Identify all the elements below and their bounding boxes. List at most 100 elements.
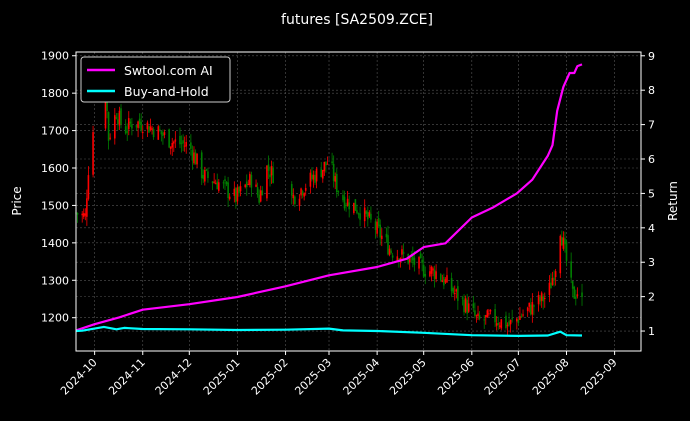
candle-body <box>323 161 326 172</box>
return-lines <box>75 63 583 337</box>
candle-body <box>245 181 248 188</box>
candle-body <box>346 198 349 206</box>
candle-body <box>292 194 295 199</box>
candle-body <box>474 310 476 316</box>
y-tick-label-right: 4 <box>648 222 655 235</box>
candle-body <box>115 117 118 119</box>
candle-body <box>466 299 468 314</box>
x-tick-label: 2025-02 <box>249 356 291 398</box>
candle-body <box>202 175 205 180</box>
candle-body <box>452 287 454 293</box>
x-tick-label: 2025-04 <box>341 356 383 398</box>
candle-body <box>235 188 237 203</box>
candle-body <box>537 295 540 305</box>
candle-body <box>526 307 529 312</box>
candle-body <box>365 211 368 214</box>
candle-body <box>435 271 437 279</box>
candle-body <box>354 199 357 211</box>
candle-body <box>562 237 565 249</box>
candle-body <box>520 315 523 317</box>
candle-body <box>270 165 273 176</box>
candle-body <box>216 181 219 190</box>
candle-body <box>391 255 394 258</box>
candle-body <box>149 126 152 131</box>
candle-body <box>160 131 163 135</box>
y-tick-label-right: 1 <box>648 325 655 338</box>
candle-body <box>478 315 481 319</box>
y-tick-label-right: 2 <box>648 291 655 304</box>
candle-body <box>511 318 513 320</box>
candle-body <box>368 212 371 217</box>
candle-body <box>433 269 436 280</box>
candle-body <box>303 193 305 197</box>
candle-body <box>196 153 198 165</box>
candle-body <box>135 125 138 128</box>
candle-body <box>348 202 350 210</box>
candle-body <box>573 286 576 299</box>
candle-body <box>190 142 192 149</box>
candle-body <box>489 310 492 312</box>
candle-body <box>357 213 360 215</box>
candle-body <box>272 167 274 183</box>
candle-body <box>370 213 372 220</box>
candle-body <box>332 163 335 182</box>
candle-body <box>441 280 444 283</box>
candle-body <box>422 264 425 277</box>
candle-body <box>294 196 296 205</box>
candle-body <box>531 302 534 315</box>
candle-body <box>561 237 563 246</box>
y-tick-label-left: 1600 <box>41 162 69 175</box>
y-axis-label-left: Price <box>10 186 24 215</box>
candle-body <box>483 319 486 321</box>
candle-body <box>334 176 337 182</box>
candle-body <box>488 313 490 315</box>
candle-body <box>467 303 470 312</box>
y-tick-label-left: 1200 <box>41 312 69 325</box>
candle-body <box>387 235 389 255</box>
candle-body <box>570 261 572 278</box>
candle-body <box>453 293 456 295</box>
candle-body <box>107 112 110 141</box>
y-tick-label-right: 5 <box>648 187 655 200</box>
candle-body <box>475 315 478 317</box>
candle-body <box>461 297 464 299</box>
candle-body <box>314 174 316 183</box>
candle-body <box>82 213 85 217</box>
candle-body <box>311 174 313 180</box>
candle-body <box>464 298 467 312</box>
y-tick-label-right: 9 <box>648 50 655 63</box>
candle-body <box>484 315 487 317</box>
y-tick-label-right: 7 <box>648 119 655 132</box>
y-tick-label-right: 3 <box>648 256 655 269</box>
candle-body <box>137 121 139 128</box>
candle-body <box>565 241 568 261</box>
candle-body <box>250 174 253 188</box>
candle-body <box>269 174 271 178</box>
candle-body <box>81 213 84 216</box>
candle-body <box>412 255 414 261</box>
candle-body <box>180 142 183 144</box>
candle-body <box>222 182 225 184</box>
candle-body <box>529 304 532 315</box>
candle-body <box>331 161 333 164</box>
candle-body <box>439 274 442 281</box>
candle-body <box>430 266 433 274</box>
candle-body <box>432 268 434 271</box>
candle-body <box>92 132 94 175</box>
candle-body <box>256 187 259 195</box>
candle-body <box>337 191 340 193</box>
candle-body <box>320 169 323 177</box>
legend-label-strategy: Swtool.com AI <box>124 63 213 78</box>
candle-body <box>182 140 184 144</box>
chart-title: futures [SA2509.ZCE] <box>281 12 433 28</box>
candle-body <box>495 323 498 326</box>
candle-body <box>183 145 186 147</box>
x-tick-label: 2025-09 <box>578 356 620 398</box>
candle-body <box>244 184 246 188</box>
candle-body <box>463 299 465 313</box>
candle-body <box>390 250 392 253</box>
candle-body <box>224 179 226 182</box>
candle-body <box>179 135 181 145</box>
candle-body <box>312 174 315 180</box>
